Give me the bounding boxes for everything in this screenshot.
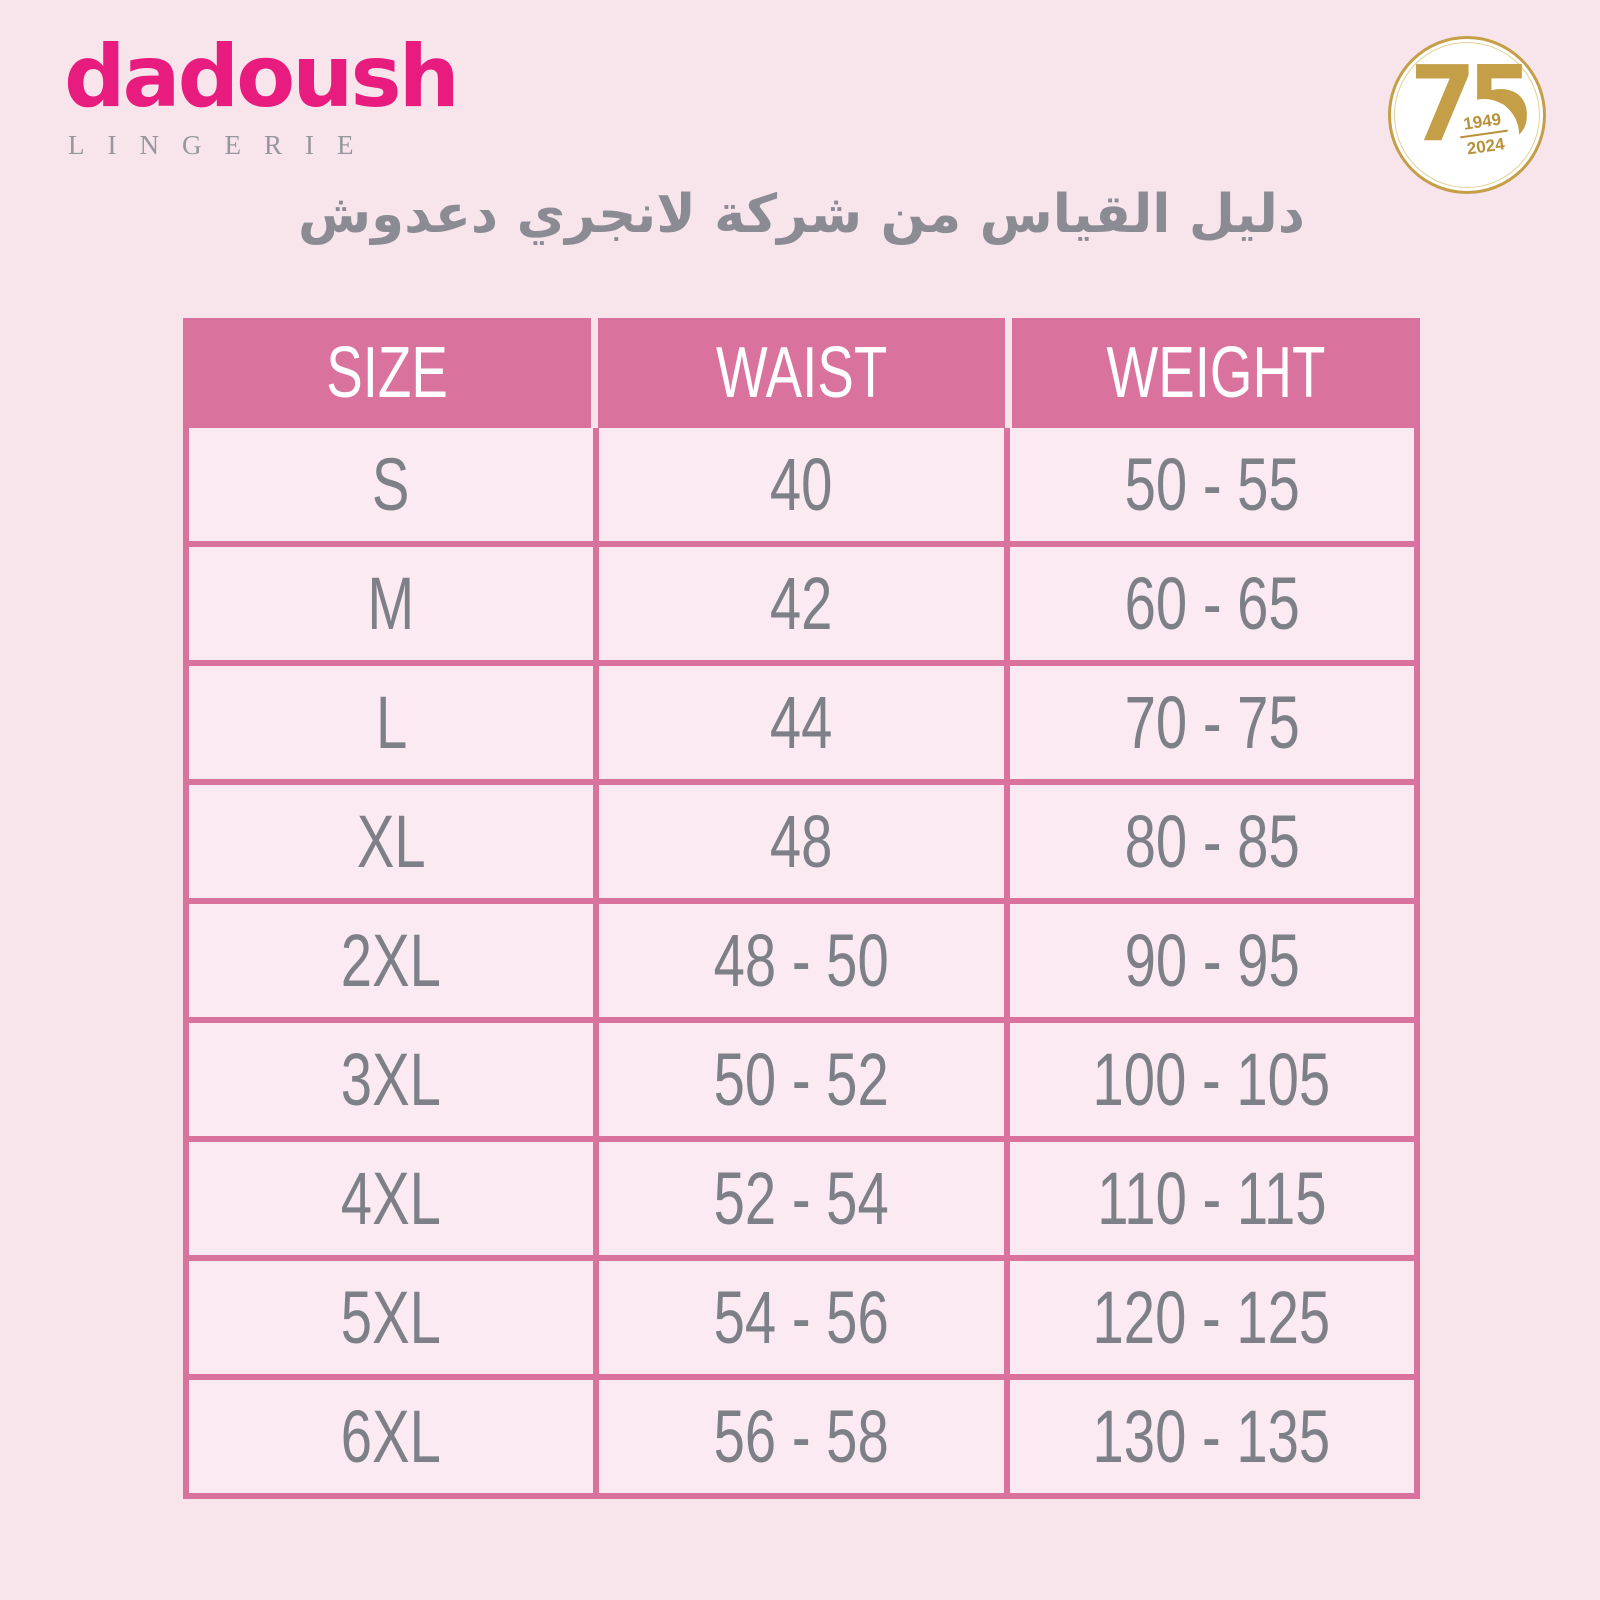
waist-cell: 40 bbox=[599, 428, 1004, 541]
size-cell: M bbox=[189, 547, 594, 660]
weight-cell: 120 - 125 bbox=[1009, 1261, 1414, 1374]
column-header-size: SIZE bbox=[183, 318, 591, 428]
size-cell: 2XL bbox=[189, 904, 594, 1017]
brand-subtitle: LINGERIE bbox=[68, 130, 377, 160]
size-cell: XL bbox=[189, 785, 594, 898]
weight-cell: 90 - 95 bbox=[1009, 904, 1414, 1017]
column-header-weight: WEIGHT bbox=[1012, 318, 1420, 428]
waist-cell: 48 - 50 bbox=[599, 904, 1004, 1017]
size-cell: 6XL bbox=[189, 1380, 594, 1493]
size-cell: S bbox=[189, 428, 594, 541]
weight-cell: 60 - 65 bbox=[1009, 547, 1414, 660]
column-header-waist: WAIST bbox=[597, 318, 1006, 428]
page-title: دليل القياس من شركة لانجري دعدوش bbox=[298, 184, 1305, 245]
badge-year-top: 1949 bbox=[1462, 109, 1503, 134]
size-cell: 5XL bbox=[189, 1261, 594, 1374]
badge-year-bottom: 2024 bbox=[1465, 134, 1506, 159]
badge-ring bbox=[1394, 42, 1540, 188]
anniversary-badge: 75 1949 2024 bbox=[1388, 36, 1546, 194]
weight-cell: 50 - 55 bbox=[1009, 428, 1414, 541]
waist-cell: 50 - 52 bbox=[599, 1023, 1004, 1136]
size-cell: 4XL bbox=[189, 1142, 594, 1255]
waist-cell: 48 bbox=[599, 785, 1004, 898]
table-header-row: SIZE WAIST WEIGHT bbox=[183, 318, 1420, 428]
brand-logo: dadoush LINGERIE bbox=[64, 27, 460, 161]
waist-cell: 56 - 58 bbox=[599, 1380, 1004, 1493]
weight-cell: 70 - 75 bbox=[1009, 666, 1414, 779]
brand-name: dadoush bbox=[64, 27, 460, 127]
waist-cell: 54 - 56 bbox=[599, 1261, 1004, 1374]
size-guide-table: SIZE WAIST WEIGHT S 40 50 - 55 M 42 60 -… bbox=[183, 318, 1420, 1499]
table-body: S 40 50 - 55 M 42 60 - 65 L 44 70 - 75 X… bbox=[183, 428, 1420, 1499]
weight-cell: 100 - 105 bbox=[1009, 1023, 1414, 1136]
waist-cell: 44 bbox=[599, 666, 1004, 779]
weight-cell: 110 - 115 bbox=[1009, 1142, 1414, 1255]
waist-cell: 52 - 54 bbox=[599, 1142, 1004, 1255]
weight-cell: 80 - 85 bbox=[1009, 785, 1414, 898]
size-cell: L bbox=[189, 666, 594, 779]
waist-cell: 42 bbox=[599, 547, 1004, 660]
weight-cell: 130 - 135 bbox=[1009, 1380, 1414, 1493]
size-cell: 3XL bbox=[189, 1023, 594, 1136]
